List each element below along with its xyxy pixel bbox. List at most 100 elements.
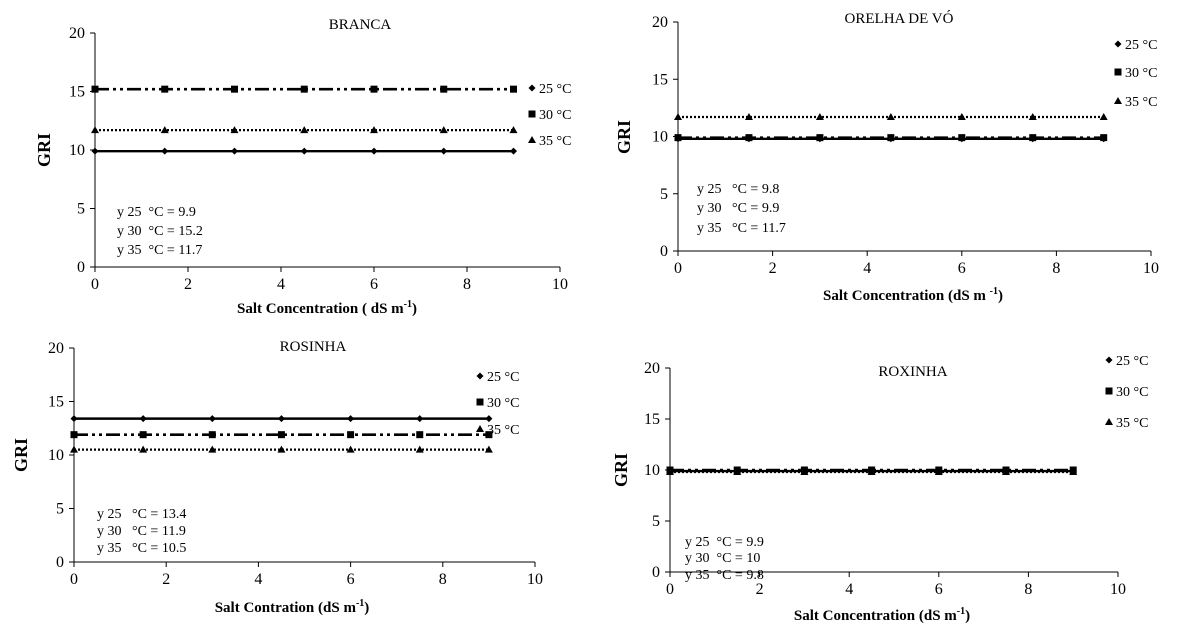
equation-label: y 25 °C = 9.9 <box>685 535 764 550</box>
data-point <box>816 134 824 142</box>
y-tick-label: 5 <box>652 513 660 530</box>
x-tick-label: 10 <box>552 276 568 293</box>
data-point <box>231 85 238 93</box>
y-tick-label: 15 <box>48 394 64 411</box>
x-tick-label: 0 <box>666 581 674 598</box>
data-point <box>161 147 169 155</box>
x-tick-label: 4 <box>254 571 262 588</box>
y-tick-label: 5 <box>56 501 64 518</box>
x-axis-label-end: ) <box>364 600 369 616</box>
legend-marker <box>1114 68 1122 76</box>
data-point <box>139 445 148 453</box>
data-point <box>91 147 99 155</box>
y-tick-label: 0 <box>652 564 660 581</box>
y-tick-label: 0 <box>77 259 85 276</box>
equation-label: y 35 °C = 11.7 <box>117 243 202 258</box>
x-tick-label: 4 <box>277 276 285 293</box>
equation-label: y 25 °C = 9.9 <box>117 205 196 220</box>
y-tick-label: 15 <box>644 411 660 428</box>
x-tick-label: 10 <box>527 571 543 588</box>
legend-marker <box>1105 356 1113 364</box>
data-point <box>510 147 517 155</box>
y-tick-label: 10 <box>69 142 85 159</box>
data-point <box>347 431 355 439</box>
data-point <box>416 431 424 439</box>
data-point <box>300 147 308 155</box>
data-point <box>1002 468 1010 476</box>
chart-panel-4: 0 5 10 15 20 0 2 4 6 8 10 ROXINHA GRI Salt Concentrat… <box>611 354 1148 624</box>
chart-panel-2: 0 5 10 15 20 0 2 4 6 8 10 ORELHA DE VÓ GRI Salt Conce… <box>614 10 1159 304</box>
equation-label: y 25 °C = 13.4 <box>97 507 186 522</box>
x-tick-label: 2 <box>184 276 192 293</box>
x-tick-label: 2 <box>769 260 777 277</box>
data-point <box>1099 113 1108 121</box>
data-point <box>70 431 78 439</box>
data-point <box>1100 134 1108 142</box>
x-tick-label: 2 <box>756 581 764 598</box>
y-axis-label: GRI <box>614 120 634 154</box>
equation-label: y 35 °C = 9.8 <box>685 568 764 583</box>
legend-label: 30 °C <box>539 108 571 123</box>
data-point <box>674 134 682 142</box>
x-tick-label: 0 <box>674 260 682 277</box>
equation-label: y 30 °C = 15.2 <box>117 224 203 239</box>
equation-label: y 35 °C = 11.7 <box>697 221 786 236</box>
data-point <box>485 415 493 423</box>
chart-title: ROSINHA <box>280 339 347 355</box>
data-point <box>1069 468 1078 476</box>
x-axis-label-end: ) <box>998 288 1003 304</box>
y-tick-label: 20 <box>48 340 64 357</box>
data-point <box>70 445 78 453</box>
equation-label: y 30 °C = 10 <box>685 551 760 566</box>
data-point <box>230 126 239 134</box>
data-point <box>484 445 493 453</box>
x-tick-label: 10 <box>1110 581 1126 598</box>
data-point <box>277 445 286 453</box>
data-point <box>440 85 448 93</box>
data-point <box>887 134 895 142</box>
data-point <box>277 415 285 423</box>
data-point <box>1029 134 1037 142</box>
data-point <box>415 445 424 453</box>
y-tick-label: 0 <box>56 554 64 571</box>
equation-label: y 35 °C = 10.5 <box>97 541 186 556</box>
data-point <box>161 85 169 93</box>
data-point <box>867 468 876 476</box>
data-point <box>666 468 674 476</box>
legend-marker <box>528 136 536 143</box>
legend-marker <box>1105 387 1113 395</box>
chart-title: ORELHA DE VÓ <box>845 10 954 27</box>
data-point <box>416 415 424 423</box>
chart-title: ROXINHA <box>878 364 947 380</box>
x-tick-label: 6 <box>958 260 966 277</box>
x-axis-label-end: ) <box>412 301 417 317</box>
legend-label: 35 °C <box>1125 95 1157 110</box>
x-axis-label-sup: -1 <box>356 598 364 609</box>
legend-label: 30 °C <box>1125 66 1157 81</box>
y-tick-label: 20 <box>69 25 85 42</box>
chart-panel-3: 0 5 10 15 20 0 2 4 6 8 10 ROSINHA GRI Salt Contration… <box>11 339 543 616</box>
legend-marker <box>1114 40 1122 48</box>
data-point <box>91 126 99 134</box>
legend-marker <box>476 398 484 406</box>
y-tick-label: 0 <box>660 243 668 260</box>
x-tick-label: 2 <box>162 571 170 588</box>
data-point <box>231 147 238 155</box>
legend-marker <box>476 425 484 432</box>
data-point <box>485 431 493 439</box>
data-point <box>674 113 682 121</box>
data-point <box>160 126 169 134</box>
data-point <box>370 126 378 134</box>
data-point <box>300 126 309 134</box>
x-axis-label: Salt Concentration ( dS m-1) <box>237 299 417 317</box>
legend-label: 30 °C <box>487 396 519 411</box>
legend-label: 25 °C <box>1116 354 1148 369</box>
x-tick-label: 8 <box>439 571 447 588</box>
y-tick-label: 10 <box>644 462 660 479</box>
data-point <box>744 113 753 121</box>
data-point <box>509 126 518 134</box>
x-tick-label: 8 <box>463 276 471 293</box>
x-tick-label: 4 <box>863 260 871 277</box>
chart-panel-1: 0 5 10 15 20 0 2 4 6 8 10 BRANCA GRI Salt Concentrati… <box>34 17 571 317</box>
x-tick-label: 0 <box>91 276 99 293</box>
